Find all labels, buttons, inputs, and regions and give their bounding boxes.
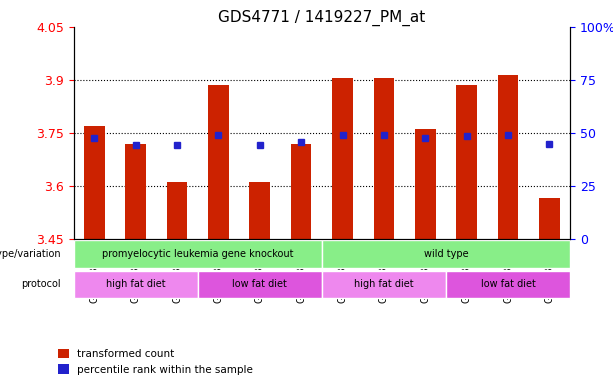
Bar xyxy=(156,27,197,239)
Bar xyxy=(415,129,436,239)
Text: genotype/variation: genotype/variation xyxy=(0,249,61,259)
Bar xyxy=(239,27,281,239)
Bar xyxy=(373,78,394,239)
Bar xyxy=(84,126,105,239)
Text: high fat diet: high fat diet xyxy=(106,280,166,290)
Bar xyxy=(322,27,363,239)
FancyBboxPatch shape xyxy=(74,240,322,268)
Bar xyxy=(405,27,446,239)
Bar xyxy=(456,85,477,239)
Text: low fat diet: low fat diet xyxy=(232,280,287,290)
FancyBboxPatch shape xyxy=(322,240,570,268)
Bar xyxy=(487,27,528,239)
FancyBboxPatch shape xyxy=(74,271,197,298)
Bar xyxy=(498,74,519,239)
Text: low fat diet: low fat diet xyxy=(481,280,536,290)
Bar xyxy=(125,144,146,239)
Bar xyxy=(249,182,270,239)
Bar xyxy=(167,182,188,239)
Text: protocol: protocol xyxy=(21,280,61,290)
FancyBboxPatch shape xyxy=(197,271,322,298)
Text: promyelocytic leukemia gene knockout: promyelocytic leukemia gene knockout xyxy=(102,249,294,259)
Text: high fat diet: high fat diet xyxy=(354,280,414,290)
FancyBboxPatch shape xyxy=(322,271,446,298)
Text: wild type: wild type xyxy=(424,249,468,259)
Legend: transformed count, percentile rank within the sample: transformed count, percentile rank withi… xyxy=(54,345,257,379)
FancyBboxPatch shape xyxy=(446,271,570,298)
Bar xyxy=(291,144,311,239)
Title: GDS4771 / 1419227_PM_at: GDS4771 / 1419227_PM_at xyxy=(218,9,425,25)
Bar xyxy=(208,85,229,239)
Bar xyxy=(539,198,560,239)
Bar xyxy=(74,27,115,239)
Bar xyxy=(332,78,353,239)
